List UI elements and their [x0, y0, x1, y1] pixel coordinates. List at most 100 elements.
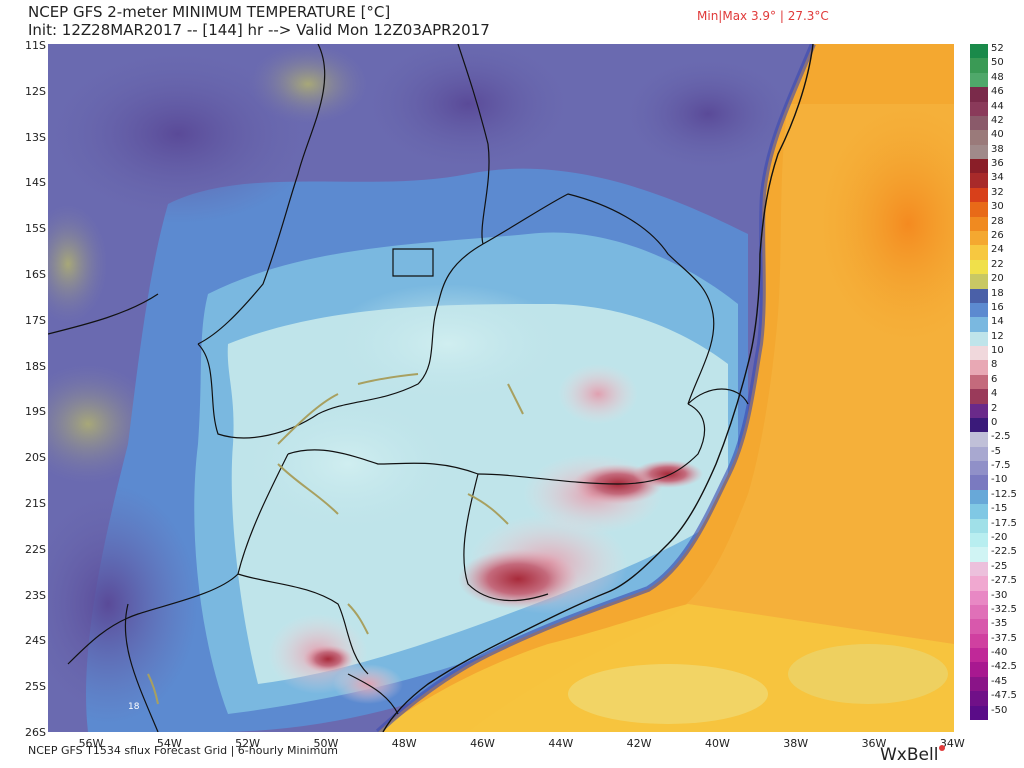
- init-line: Init: 12Z28MAR2017 -- [144] hr --> Valid…: [28, 21, 490, 39]
- legend-label: -25: [991, 560, 1008, 572]
- legend-label: 32: [991, 186, 1004, 198]
- legend-swatch: [970, 533, 988, 548]
- min-max-readout: Min|Max 3.9° | 27.3°C: [697, 9, 829, 23]
- legend-swatch: [970, 44, 988, 59]
- wxbell-logo: WxBell: [880, 745, 946, 765]
- latitude-label: 12S: [25, 84, 46, 98]
- legend-swatch: [970, 461, 988, 476]
- legend-label: 48: [991, 71, 1004, 83]
- legend-label: -37.5: [991, 632, 1017, 644]
- legend-swatch: [970, 187, 988, 203]
- legend-swatch: [970, 403, 988, 419]
- legend-label: 26: [991, 229, 1004, 241]
- legend-label: -30: [991, 589, 1008, 601]
- legend-label: -32.5: [991, 603, 1017, 615]
- legend-swatch: [970, 691, 988, 707]
- legend-swatch: [970, 202, 988, 218]
- legend-swatch: [970, 216, 988, 232]
- longitude-label: 50W: [313, 737, 339, 750]
- legend-swatch: [970, 561, 988, 577]
- legend-swatch: [970, 604, 988, 620]
- legend-label: 8: [991, 359, 998, 371]
- legend-label: -17.5: [991, 517, 1017, 529]
- longitude-label: 34W: [939, 737, 965, 750]
- legend-swatch: [970, 504, 988, 520]
- legend-label: -50: [991, 704, 1008, 716]
- legend-label: 24: [991, 244, 1004, 256]
- latitude-label: 13S: [25, 130, 46, 144]
- latitude-label: 23S: [25, 588, 46, 602]
- legend-label: -12.5: [991, 488, 1017, 500]
- legend-label: -35: [991, 618, 1008, 630]
- legend-swatch: [970, 662, 988, 678]
- legend-swatch: [970, 346, 988, 361]
- legend-label: 42: [991, 114, 1004, 126]
- longitude-label: 42W: [626, 737, 652, 750]
- legend-swatch: [970, 331, 988, 347]
- legend-label: -40: [991, 647, 1008, 659]
- legend-swatch: [970, 576, 988, 592]
- legend-swatch: [970, 547, 988, 563]
- legend-swatch: [970, 676, 988, 692]
- legend-swatch: [970, 288, 988, 304]
- legend-swatch: [970, 58, 988, 74]
- legend-label: -15: [991, 503, 1008, 515]
- latitude-label: 20S: [25, 451, 46, 465]
- legend-label: 2: [991, 402, 998, 414]
- legend-label: 10: [991, 345, 1004, 357]
- longitude-label: 48W: [391, 737, 417, 750]
- legend-label: 18: [991, 287, 1004, 299]
- latitude-label: 17S: [25, 313, 46, 327]
- legend-label: 52: [991, 43, 1004, 54]
- legend-swatch: [970, 446, 988, 462]
- latitude-label: 18S: [25, 359, 46, 373]
- legend-swatch: [970, 475, 988, 491]
- legend-swatch: [970, 144, 988, 160]
- latitude-label: 24S: [25, 634, 46, 648]
- longitude-label: 46W: [470, 737, 495, 750]
- latitude-label: 16S: [25, 268, 46, 281]
- legend-label: 4: [991, 388, 998, 400]
- legend-swatch: [970, 259, 988, 275]
- legend-swatch: [970, 230, 988, 246]
- legend-label: 50: [991, 57, 1004, 69]
- legend-swatch: [970, 374, 988, 390]
- legend-swatch: [970, 633, 988, 649]
- legend-swatch: [970, 87, 988, 103]
- latitude-label: 26S: [25, 726, 46, 739]
- legend-label: 34: [991, 172, 1004, 184]
- latitude-label: 19S: [25, 405, 46, 419]
- longitude-label: 52W: [235, 737, 261, 750]
- legend-swatch: [970, 705, 988, 721]
- longitude-label: 44W: [548, 737, 574, 750]
- legend-label: -2.5: [991, 431, 1011, 443]
- legend-swatch: [970, 317, 988, 333]
- legend-label: 28: [991, 215, 1004, 227]
- longitude-label: 38W: [783, 737, 809, 750]
- legend-label: 30: [991, 201, 1004, 213]
- legend-label: 38: [991, 143, 1004, 155]
- legend-swatch: [970, 274, 988, 289]
- logo-dot-icon: [939, 745, 946, 751]
- station-label: 18: [128, 702, 140, 712]
- longitude-label: 56W: [78, 737, 104, 750]
- latitude-label: 11S: [25, 39, 46, 52]
- legend-swatch: [970, 130, 988, 146]
- temperature-map[interactable]: [48, 44, 954, 732]
- latitude-label: 21S: [25, 497, 46, 510]
- footer-source: NCEP GFS T1534 sflux Forecast Grid | 6-h…: [28, 744, 339, 757]
- map-title: NCEP GFS 2-meter MINIMUM TEMPERATURE [°C…: [28, 3, 391, 21]
- legend-label: -22.5: [991, 546, 1017, 558]
- legend-label: 14: [991, 316, 1004, 328]
- legend-label: 36: [991, 158, 1004, 170]
- legend-label: -20: [991, 532, 1008, 544]
- legend-label: 12: [991, 330, 1004, 342]
- legend-label: -27.5: [991, 575, 1017, 587]
- legend-label: -10: [991, 474, 1008, 486]
- legend-label: 44: [991, 100, 1004, 112]
- longitude-label: 40W: [704, 737, 730, 750]
- latitude-label: 14S: [25, 176, 46, 190]
- color-legend: [970, 44, 988, 721]
- legend-swatch: [970, 389, 988, 405]
- legend-label: 40: [991, 129, 1004, 141]
